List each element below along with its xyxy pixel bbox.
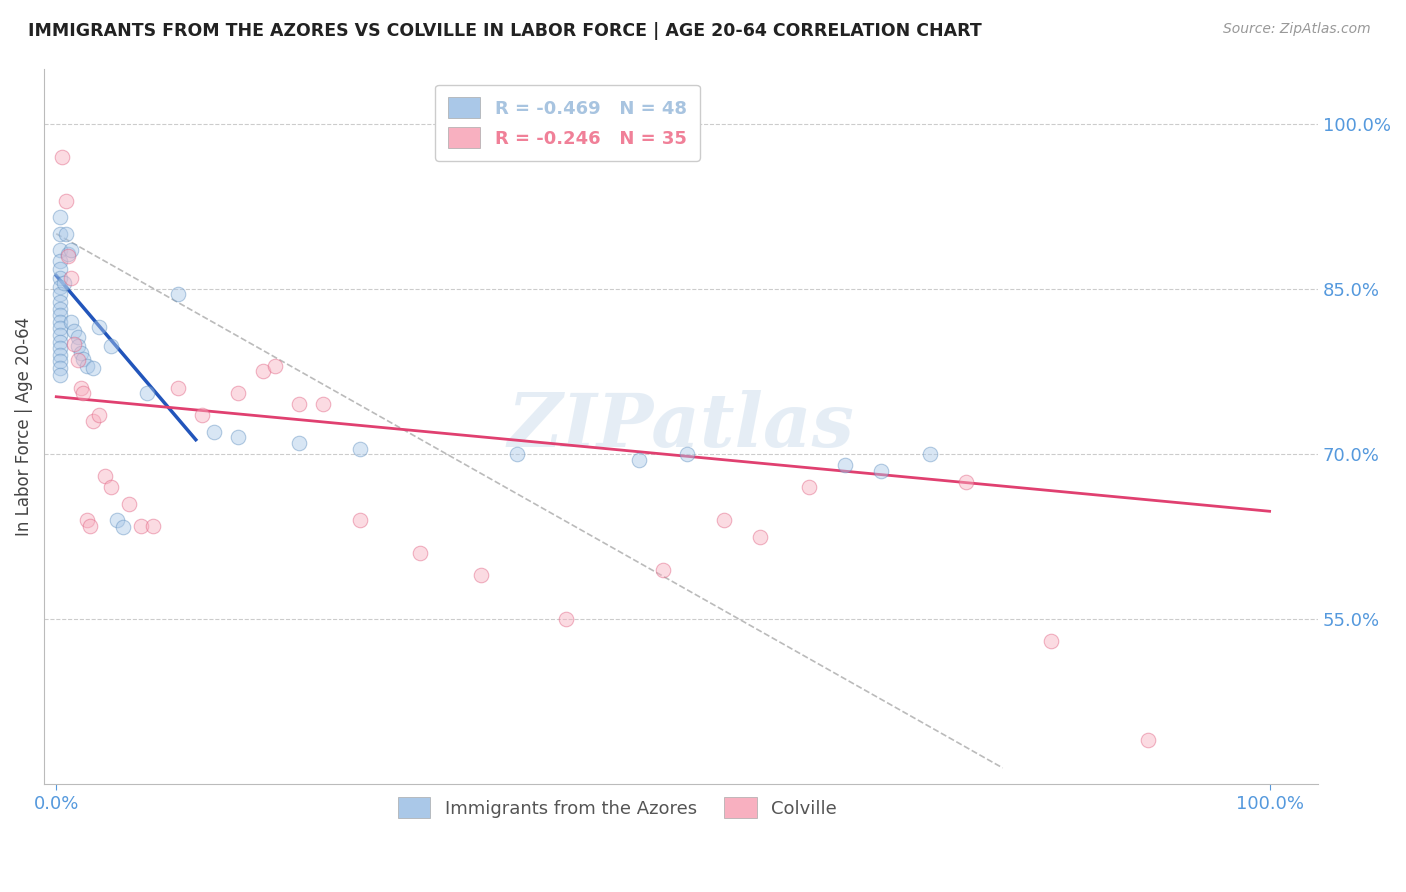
Text: ZIPatlas: ZIPatlas <box>508 390 855 463</box>
Point <box>55 227 77 241</box>
Point <box>226 430 249 444</box>
Point <box>166 381 188 395</box>
Point <box>63 324 86 338</box>
Point <box>470 568 492 582</box>
Point <box>749 530 772 544</box>
Point <box>49 244 72 258</box>
Point <box>349 513 371 527</box>
Point <box>49 270 72 285</box>
Point <box>94 469 117 483</box>
Point <box>49 295 72 310</box>
Point <box>59 244 82 258</box>
Point <box>651 563 673 577</box>
Point <box>87 409 110 423</box>
Point <box>49 211 72 225</box>
Point <box>142 518 165 533</box>
Point <box>252 364 274 378</box>
Point <box>58 249 80 263</box>
Point <box>49 279 72 293</box>
Point <box>49 315 72 329</box>
Point <box>55 194 77 208</box>
Point <box>166 287 188 301</box>
Point <box>87 320 110 334</box>
Point <box>263 359 285 373</box>
Point <box>49 262 72 277</box>
Point <box>67 353 90 368</box>
Point <box>49 334 72 349</box>
Point <box>82 414 104 428</box>
Point <box>63 337 86 351</box>
Point <box>349 442 371 456</box>
Point <box>49 301 72 316</box>
Point <box>100 480 122 494</box>
Point <box>69 345 91 359</box>
Point <box>59 315 82 329</box>
Point <box>72 386 94 401</box>
Point <box>51 150 73 164</box>
Point <box>49 341 72 355</box>
Point <box>76 359 98 373</box>
Point <box>59 270 82 285</box>
Point <box>288 397 311 411</box>
Point <box>49 361 72 376</box>
Point <box>312 397 335 411</box>
Point <box>49 321 72 335</box>
Point <box>955 475 977 489</box>
Point <box>226 386 249 401</box>
Point <box>105 513 128 527</box>
Point <box>136 386 159 401</box>
Point <box>100 339 122 353</box>
Point <box>49 368 72 382</box>
Point <box>82 361 104 376</box>
Point <box>713 513 735 527</box>
Point <box>52 277 75 291</box>
Point <box>918 447 941 461</box>
Point <box>49 254 72 268</box>
Point <box>1040 634 1063 648</box>
Point <box>506 447 529 461</box>
Point <box>76 513 98 527</box>
Point <box>191 409 214 423</box>
Point <box>79 518 101 533</box>
Point <box>72 352 94 367</box>
Text: Source: ZipAtlas.com: Source: ZipAtlas.com <box>1223 22 1371 37</box>
Text: IMMIGRANTS FROM THE AZORES VS COLVILLE IN LABOR FORCE | AGE 20-64 CORRELATION CH: IMMIGRANTS FROM THE AZORES VS COLVILLE I… <box>28 22 981 40</box>
Point <box>288 436 311 450</box>
Point <box>1137 733 1160 747</box>
Point <box>49 308 72 322</box>
Point <box>870 464 893 478</box>
Point <box>49 328 72 343</box>
Point <box>202 425 225 439</box>
Point <box>129 518 152 533</box>
Point <box>49 354 72 368</box>
Point <box>676 447 699 461</box>
Point <box>834 458 856 472</box>
Point <box>627 452 650 467</box>
Point <box>69 381 91 395</box>
Point <box>111 519 134 533</box>
Point <box>49 348 72 362</box>
Point <box>49 287 72 301</box>
Point <box>797 480 820 494</box>
Point <box>49 227 72 241</box>
Point <box>409 546 432 560</box>
Point <box>118 497 141 511</box>
Legend: Immigrants from the Azores, Colville: Immigrants from the Azores, Colville <box>391 790 844 825</box>
Point <box>554 612 576 626</box>
Point <box>67 330 90 344</box>
Y-axis label: In Labor Force | Age 20-64: In Labor Force | Age 20-64 <box>15 317 32 536</box>
Point <box>67 339 90 353</box>
Point <box>58 246 80 260</box>
